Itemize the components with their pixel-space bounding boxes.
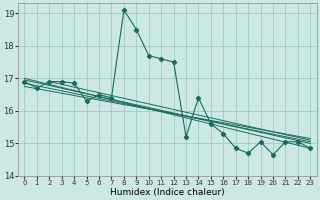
X-axis label: Humidex (Indice chaleur): Humidex (Indice chaleur) [110, 188, 225, 197]
